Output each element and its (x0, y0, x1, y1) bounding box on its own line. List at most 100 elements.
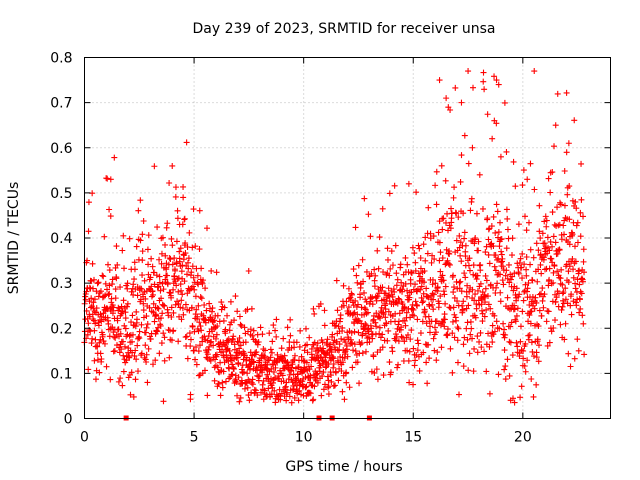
data-point (206, 300, 213, 307)
data-point (443, 95, 450, 102)
data-point (346, 384, 353, 391)
data-point (314, 340, 321, 347)
data-point (545, 308, 552, 315)
data-point (464, 282, 471, 289)
data-point (338, 335, 345, 342)
data-point (387, 369, 394, 376)
data-point (556, 246, 563, 253)
data-point (185, 265, 192, 272)
data-point (279, 372, 286, 379)
data-point (417, 265, 424, 272)
data-point (410, 306, 417, 313)
data-point (131, 352, 138, 359)
data-point (512, 318, 519, 325)
data-point (196, 246, 203, 253)
data-point (143, 313, 150, 320)
data-point (367, 233, 374, 240)
data-point (424, 293, 431, 300)
data-point (139, 231, 146, 238)
data-point (179, 291, 186, 298)
data-point (389, 262, 396, 269)
data-point (205, 333, 212, 340)
data-point (492, 229, 499, 236)
data-point (91, 296, 98, 303)
data-point (424, 380, 431, 387)
data-point (559, 290, 566, 297)
data-point (430, 335, 437, 342)
data-point (483, 306, 490, 313)
data-point (335, 323, 342, 330)
data-point (372, 272, 379, 279)
data-point (288, 367, 295, 374)
data-point (379, 205, 386, 212)
data-point (467, 207, 474, 214)
data-point (184, 259, 191, 266)
data-point (508, 319, 515, 326)
data-point (526, 312, 533, 319)
data-point (360, 278, 367, 285)
data-point (132, 323, 139, 330)
data-point (178, 316, 185, 323)
data-point (482, 249, 489, 256)
data-point (440, 215, 447, 222)
data-point (441, 323, 448, 330)
data-point (132, 376, 139, 383)
data-point (407, 336, 414, 343)
data-point (441, 291, 448, 298)
data-point (338, 367, 345, 374)
data-point (385, 308, 392, 315)
data-point (395, 361, 402, 368)
data-point (323, 350, 330, 357)
data-point (172, 267, 179, 274)
data-point (486, 260, 493, 267)
data-point (88, 295, 95, 302)
data-point (204, 225, 211, 232)
data-point (126, 332, 133, 339)
data-point (358, 320, 365, 327)
data-point (414, 337, 421, 344)
data-point (252, 387, 259, 394)
data-point (278, 345, 285, 352)
data-point (130, 393, 137, 400)
data-point (493, 77, 500, 84)
data-point (379, 284, 386, 291)
data-point (435, 229, 442, 236)
data-point (547, 189, 554, 196)
data-point (462, 253, 469, 260)
data-point (150, 300, 157, 307)
data-point (388, 248, 395, 255)
data-point (566, 216, 573, 223)
data-point (454, 298, 461, 305)
data-point (97, 350, 104, 357)
data-point (508, 252, 515, 259)
data-point (549, 169, 556, 176)
data-point (161, 334, 168, 341)
x-tick-label: 0 (80, 430, 89, 446)
data-point (161, 357, 168, 364)
data-point (460, 363, 467, 370)
data-point (106, 290, 113, 297)
data-point (420, 279, 427, 286)
data-point (484, 215, 491, 222)
data-point (486, 343, 493, 350)
data-point (501, 334, 508, 341)
data-point (425, 341, 432, 348)
data-point (559, 281, 566, 288)
data-point (387, 265, 394, 272)
data-point (356, 380, 363, 387)
data-point (470, 84, 477, 91)
data-point (506, 372, 513, 379)
data-point (254, 392, 261, 399)
data-point (155, 305, 162, 312)
data-point (385, 327, 392, 334)
data-point (234, 338, 241, 345)
data-point (412, 298, 419, 305)
data-point (417, 330, 424, 337)
data-point (320, 386, 327, 393)
data-point (206, 343, 213, 350)
data-point (233, 379, 240, 385)
data-point (158, 340, 165, 347)
data-point (361, 289, 368, 296)
data-point (163, 266, 170, 273)
data-point (194, 279, 201, 286)
